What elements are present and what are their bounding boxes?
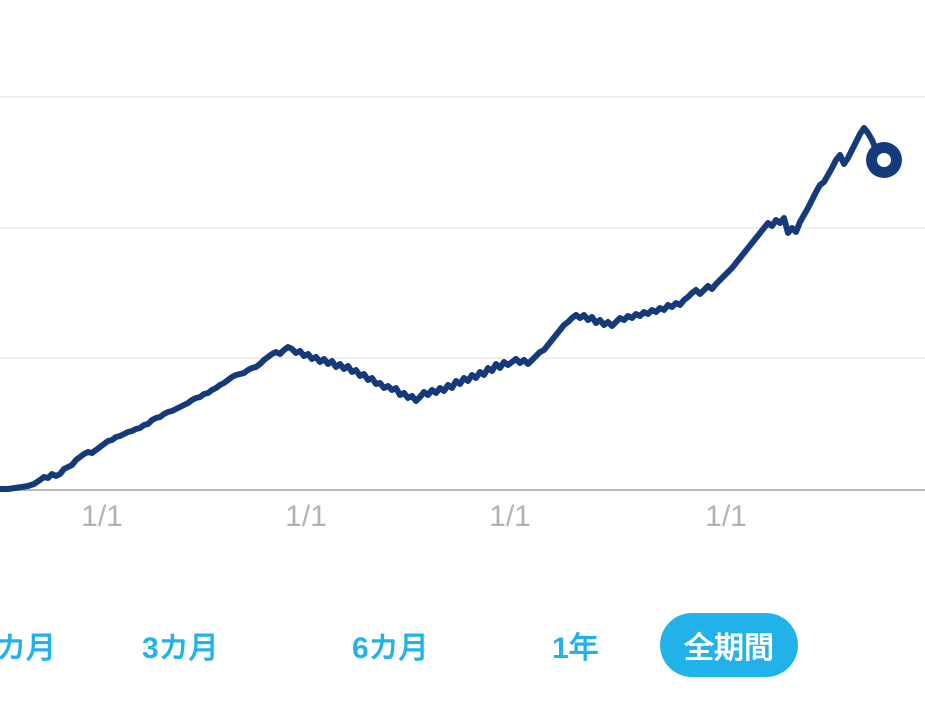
range-button[interactable]: 1年: [528, 613, 623, 677]
x-tick-label: 1/1: [705, 500, 747, 534]
price-line: [0, 128, 884, 489]
range-button[interactable]: 全期間: [660, 613, 798, 677]
x-axis-labels: 1/1 1/1 1/1 1/1: [0, 500, 925, 550]
range-selector: カ月 3カ月 6カ月 1年全期間: [0, 610, 925, 680]
x-tick-label: 1/1: [489, 500, 531, 534]
price-chart: 1/1 1/1 1/1 1/1: [0, 0, 925, 560]
x-tick-label: 1/1: [285, 500, 327, 534]
range-button[interactable]: 6カ月: [328, 613, 453, 677]
current-point-marker-hole: [877, 153, 891, 167]
range-button[interactable]: カ月: [0, 613, 80, 677]
range-button[interactable]: 3カ月: [118, 613, 243, 677]
x-tick-label: 1/1: [81, 500, 123, 534]
chart-svg: [0, 0, 925, 560]
